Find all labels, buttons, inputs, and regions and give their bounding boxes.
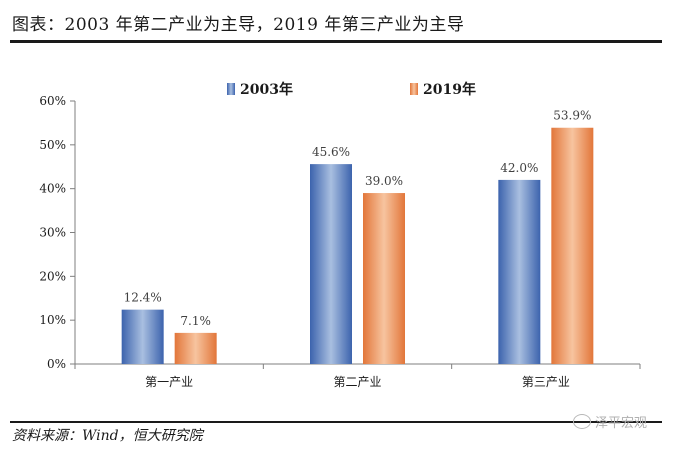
data-label: 7.1% bbox=[180, 314, 211, 328]
x-tick-label: 第一产业 bbox=[145, 375, 193, 389]
source-note: 资料来源：Wind，恒大研究院 bbox=[12, 428, 203, 444]
top-rule bbox=[10, 40, 662, 43]
x-tick-label: 第三产业 bbox=[522, 375, 570, 389]
bar bbox=[310, 164, 352, 364]
legend-swatch bbox=[227, 83, 235, 95]
legend-swatch bbox=[410, 83, 418, 95]
bar bbox=[498, 179, 541, 364]
chart-title: 图表：2003 年第二产业为主导，2019 年第三产业为主导 bbox=[12, 15, 465, 35]
bar bbox=[363, 193, 405, 364]
data-label: 53.9% bbox=[553, 109, 591, 123]
chart-legend: 2003年 2019年 bbox=[227, 81, 476, 98]
y-tick-label: 60% bbox=[39, 94, 66, 108]
bar bbox=[551, 127, 594, 364]
bar bbox=[174, 332, 217, 364]
watermark-text: 泽平宏观 bbox=[594, 416, 647, 431]
y-tick-label: 30% bbox=[39, 226, 66, 240]
data-label: 45.6% bbox=[312, 145, 350, 159]
legend-label: 2019年 bbox=[423, 81, 476, 98]
legend-label: 2003年 bbox=[240, 81, 293, 98]
chart-axes: 0% 10% 20% 30% 40% 50% 60% 第一产业 第二产业 第三产业 bbox=[39, 94, 641, 389]
chart-bars: 12.4% 45.6% 42.0% 7.1% 39.0% 53.9% bbox=[121, 109, 594, 364]
data-label: 12.4% bbox=[124, 291, 162, 305]
y-tick-label: 0% bbox=[47, 357, 66, 371]
x-tick-label: 第二产业 bbox=[333, 375, 381, 389]
bar bbox=[121, 309, 164, 364]
watermark: 泽平宏观 bbox=[572, 412, 647, 431]
data-label: 39.0% bbox=[365, 174, 403, 188]
data-label: 42.0% bbox=[500, 161, 538, 175]
bottom-rule bbox=[10, 421, 662, 423]
y-tick-label: 50% bbox=[39, 138, 66, 152]
y-tick-label: 20% bbox=[39, 269, 66, 283]
wechat-icon bbox=[572, 414, 591, 429]
y-tick-label: 10% bbox=[39, 313, 66, 327]
y-tick-label: 40% bbox=[39, 182, 66, 196]
